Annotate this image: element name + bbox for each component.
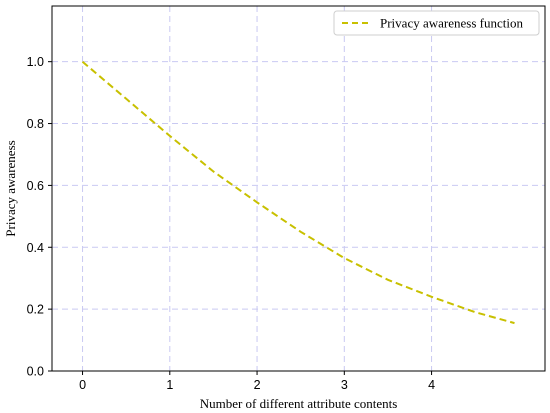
y-tick-label: 0.2 (27, 303, 44, 317)
y-tick-label: 0.0 (27, 365, 44, 379)
legend-box (333, 10, 540, 36)
grid (52, 6, 545, 372)
series-line-0 (81, 60, 515, 325)
y-axis-label: Privacy awareness (3, 140, 18, 236)
legend: Privacy awareness function (333, 10, 540, 36)
x-tick-label: 3 (341, 378, 348, 392)
y-tick-label: 1.0 (27, 55, 44, 69)
y-tick-label: 0.4 (27, 241, 44, 255)
y-tick-label: 0.6 (27, 179, 44, 193)
x-tick-label: 1 (166, 378, 173, 392)
series-lines (81, 60, 515, 325)
plot-frame (51, 5, 546, 372)
axis-ticks: 0 1 2 3 4 0.0 0.2 0.4 0.6 0.8 1.0 (27, 55, 435, 392)
x-tick-label: 2 (254, 378, 261, 392)
x-axis-label: Number of different attribute contents (200, 396, 398, 411)
y-tick-label: 0.8 (27, 117, 44, 131)
x-tick-label: 0 (79, 378, 86, 392)
legend-entry-label: Privacy awareness function (380, 16, 523, 31)
x-tick-label: 4 (428, 378, 435, 392)
